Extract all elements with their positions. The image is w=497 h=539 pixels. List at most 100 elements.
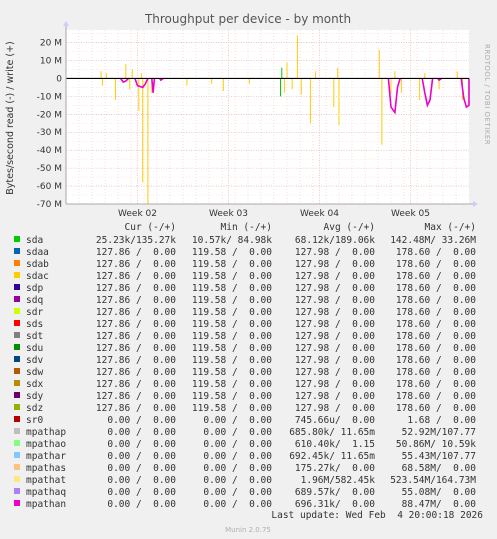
legend-name: sr0 <box>26 415 43 426</box>
legend-avg: 127.98 / 0.00 <box>295 307 375 318</box>
legend-swatch <box>14 356 20 362</box>
legend-max: 178.60 / 0.00 <box>396 379 476 390</box>
series-line-mpathan <box>151 78 156 93</box>
legend-avg: 68.12k/189.06k <box>295 235 375 246</box>
plot-area <box>66 30 469 204</box>
legend-max: 142.48M/ 33.26M <box>390 235 476 246</box>
legend-swatch <box>14 272 20 278</box>
legend-max: 52.92M/107.77 <box>402 427 476 438</box>
legend-name: sdw <box>26 367 43 378</box>
series-line-mpathan <box>158 77 164 82</box>
legend-name: mpathap <box>26 427 66 438</box>
side-label: RRDTOOL / TOBI OETIKER <box>483 44 491 145</box>
y-tick-label: 10 M <box>40 56 62 66</box>
legend-swatch <box>14 380 20 386</box>
legend-name: mpathas <box>26 463 66 474</box>
legend-min: 119.58 / 0.00 <box>192 331 272 342</box>
legend-max: 178.60 / 0.00 <box>396 295 476 306</box>
legend-cur: 127.86 / 0.00 <box>96 403 176 414</box>
legend-name: mpathao <box>26 439 66 450</box>
series-line-mpathan <box>437 77 443 82</box>
legend-swatch <box>14 368 20 374</box>
legend-name: sdac <box>26 271 49 282</box>
legend-max: 523.54M/164.73M <box>390 475 476 486</box>
legend-name: sdp <box>26 283 43 294</box>
y-tick-label: -30 M <box>37 128 62 138</box>
legend-swatch <box>14 500 20 506</box>
legend-cur: 127.86 / 0.00 <box>96 331 176 342</box>
legend-min: 119.58 / 0.00 <box>192 283 272 294</box>
legend-cur: 127.86 / 0.00 <box>96 343 176 354</box>
legend-swatch <box>14 344 20 350</box>
legend-cur: 0.00 / 0.00 <box>107 439 176 450</box>
legend-max: 178.60 / 0.00 <box>396 367 476 378</box>
legend-swatch <box>14 260 20 266</box>
legend-swatch <box>14 476 20 482</box>
legend-header-min: Min (-/+) <box>221 222 272 233</box>
legend-cur: 0.00 / 0.00 <box>107 487 176 498</box>
legend-cur: 127.86 / 0.00 <box>96 307 176 318</box>
legend-name: sdab <box>26 259 49 270</box>
legend-cur: 127.86 / 0.00 <box>96 355 176 366</box>
legend-min: 10.57k/ 84.98k <box>192 235 272 246</box>
legend-swatch <box>14 284 20 290</box>
series-line-mpathan <box>421 78 434 108</box>
legend-avg: 745.66u/ 0.00 <box>295 415 375 426</box>
last-update: Last update: Wed Feb 4 20:00:18 2026 <box>271 510 483 521</box>
legend-min: 119.58 / 0.00 <box>192 367 272 378</box>
legend-swatch <box>14 236 20 242</box>
legend-avg: 127.98 / 0.00 <box>295 391 375 402</box>
x-tick-label: Week 05 <box>391 209 430 219</box>
legend-avg: 127.98 / 0.00 <box>295 271 375 282</box>
legend-swatch <box>14 440 20 446</box>
y-tick-label: -70 M <box>37 200 62 210</box>
legend-cur: 0.00 / 0.00 <box>107 451 176 462</box>
legend-swatch <box>14 488 20 494</box>
legend-cur: 127.86 / 0.00 <box>96 247 176 258</box>
legend-max: 68.58M/ 0.00 <box>402 463 477 474</box>
legend-swatch <box>14 296 20 302</box>
legend-max: 178.60 / 0.00 <box>396 403 476 414</box>
legend-cur: 25.23k/135.27k <box>96 235 176 246</box>
chart-title: Throughput per device - by month <box>144 12 351 26</box>
legend-min: 119.58 / 0.00 <box>192 271 272 282</box>
legend-min: 0.00 / 0.00 <box>203 427 272 438</box>
legend-header: Cur (-/+) Min (-/+) Avg (-/+) Max (-/+) <box>125 222 476 233</box>
legend-avg: 127.98 / 0.00 <box>295 379 375 390</box>
legend-header-max: Max (-/+) <box>425 222 476 233</box>
y-tick-label: -10 M <box>37 92 62 102</box>
legend-name: sdv <box>26 355 43 366</box>
legend-swatch <box>14 464 20 470</box>
legend-max: 50.86M/ 10.59k <box>396 439 476 450</box>
legend-cur: 0.00 / 0.00 <box>107 499 176 510</box>
legend-name: sdx <box>26 379 43 390</box>
legend-max: 55.08M/ 0.00 <box>402 487 477 498</box>
legend-name: sdz <box>26 403 43 414</box>
legend-avg: 175.27k/ 0.00 <box>295 463 375 474</box>
legend-min: 119.58 / 0.00 <box>192 355 272 366</box>
legend-cur: 0.00 / 0.00 <box>107 427 176 438</box>
y-axis-label: Bytes/second read (-) / write (+) <box>5 41 16 195</box>
legend-name: mpathat <box>26 475 66 486</box>
legend-max: 178.60 / 0.00 <box>396 343 476 354</box>
legend-name: mpathaq <box>26 487 66 498</box>
legend-min: 0.00 / 0.00 <box>203 475 272 486</box>
legend-max: 178.60 / 0.00 <box>396 271 476 282</box>
legend-min: 119.58 / 0.00 <box>192 259 272 270</box>
legend-max: 178.60 / 0.00 <box>396 355 476 366</box>
legend-min: 0.00 / 0.00 <box>203 439 272 450</box>
legend-swatch <box>14 392 20 398</box>
legend-avg: 127.98 / 0.00 <box>295 343 375 354</box>
legend-avg: 692.45k/ 11.65m <box>289 451 375 462</box>
legend-max: 178.60 / 0.00 <box>396 259 476 270</box>
legend-min: 0.00 / 0.00 <box>203 451 272 462</box>
legend-min: 119.58 / 0.00 <box>192 391 272 402</box>
legend-min: 119.58 / 0.00 <box>192 307 272 318</box>
legend-swatch <box>14 320 20 326</box>
legend-cur: 0.00 / 0.00 <box>107 463 176 474</box>
y-ticks: 20 M 10 M 0 -10 M -20 M -30 M -40 M -50 M -60 M -… <box>37 39 63 210</box>
legend-avg: 696.31k/ 0.00 <box>295 499 375 510</box>
legend-cur: 0.00 / 0.00 <box>107 415 176 426</box>
legend-name: sda <box>26 235 43 246</box>
legend-cur: 127.86 / 0.00 <box>96 367 176 378</box>
